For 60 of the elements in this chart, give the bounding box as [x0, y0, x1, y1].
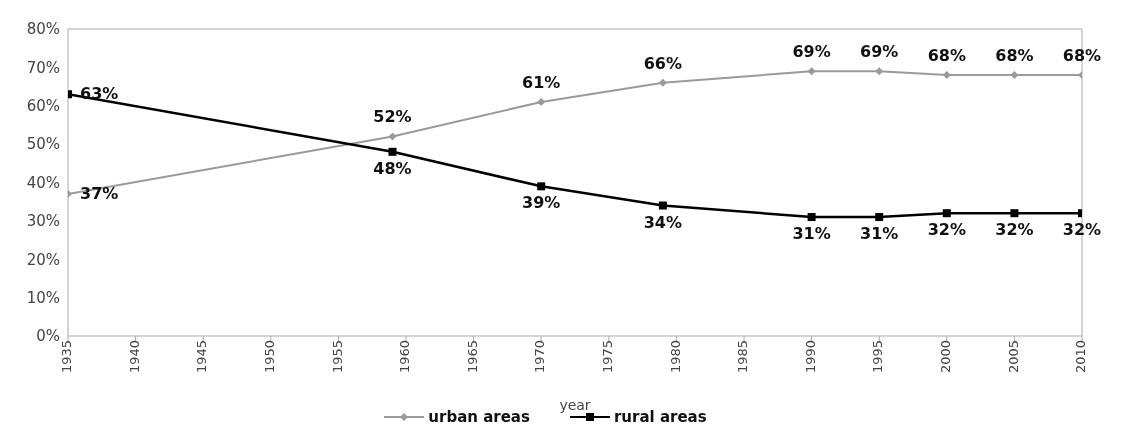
y-tick-label: 10% — [26, 288, 60, 307]
x-tick-label: 1940 — [126, 340, 142, 374]
data-label: 68% — [995, 46, 1034, 66]
point — [537, 182, 546, 191]
x-tick-label: 1970 — [532, 340, 548, 374]
x-tick-label: 1935 — [59, 340, 75, 374]
data-label: 37% — [80, 184, 119, 204]
point — [388, 132, 397, 141]
x-tick-label: 1965 — [464, 340, 480, 374]
point — [807, 213, 816, 222]
data-label: 52% — [373, 107, 412, 127]
x-tick-label: 1990 — [802, 340, 818, 374]
data-label: 32% — [995, 220, 1034, 240]
data-label: 66% — [643, 53, 683, 73]
data-label: 69% — [792, 42, 831, 62]
point — [537, 97, 546, 106]
point — [1010, 71, 1019, 80]
data-label: 63% — [80, 84, 119, 104]
x-tick-label: 2010 — [1073, 340, 1089, 374]
point — [942, 71, 951, 80]
point — [942, 209, 951, 218]
data-label: 48% — [373, 158, 412, 178]
legend-label: rural areas — [613, 408, 707, 426]
y-tick-label: 70% — [26, 58, 60, 77]
point — [658, 78, 667, 87]
point — [658, 201, 667, 210]
x-tick-label: 1975 — [600, 340, 616, 374]
data-label: 68% — [927, 46, 966, 66]
x-tick-label: 2005 — [1005, 340, 1021, 374]
y-tick-label: 0% — [36, 327, 60, 346]
point — [807, 67, 816, 76]
data-label: 31% — [792, 224, 831, 244]
data-label: 68% — [1062, 46, 1102, 66]
y-tick-label: 60% — [26, 97, 60, 116]
data-label: 31% — [860, 224, 899, 244]
data-label: 69% — [860, 42, 899, 62]
data-label: 39% — [522, 193, 561, 213]
x-tick-label: 1980 — [667, 340, 683, 374]
point — [1010, 209, 1019, 218]
y-tick-label: 50% — [26, 135, 60, 154]
x-tick-label: 2000 — [938, 340, 954, 374]
data-label: 32% — [927, 220, 966, 240]
x-tick-label: 1960 — [397, 340, 413, 374]
x-axis-title: year — [559, 397, 591, 413]
data-label: 34% — [643, 212, 683, 232]
x-tick-label: 1950 — [262, 340, 278, 374]
x-tick-label: 1985 — [735, 340, 751, 374]
x-tick-label: 1945 — [194, 340, 210, 374]
y-tick-label: 20% — [26, 250, 60, 269]
data-label: 32% — [1062, 220, 1102, 240]
y-tick-label: 40% — [26, 173, 60, 192]
y-tick-label: 30% — [26, 212, 60, 231]
y-tick-label: 80% — [26, 20, 60, 39]
data-label: 61% — [522, 72, 561, 92]
x-tick-label: 1995 — [870, 340, 886, 374]
point — [875, 213, 884, 222]
point — [388, 147, 397, 156]
point — [875, 67, 884, 76]
legend-label: urban areas — [428, 408, 530, 426]
x-tick-label: 1955 — [329, 340, 345, 374]
